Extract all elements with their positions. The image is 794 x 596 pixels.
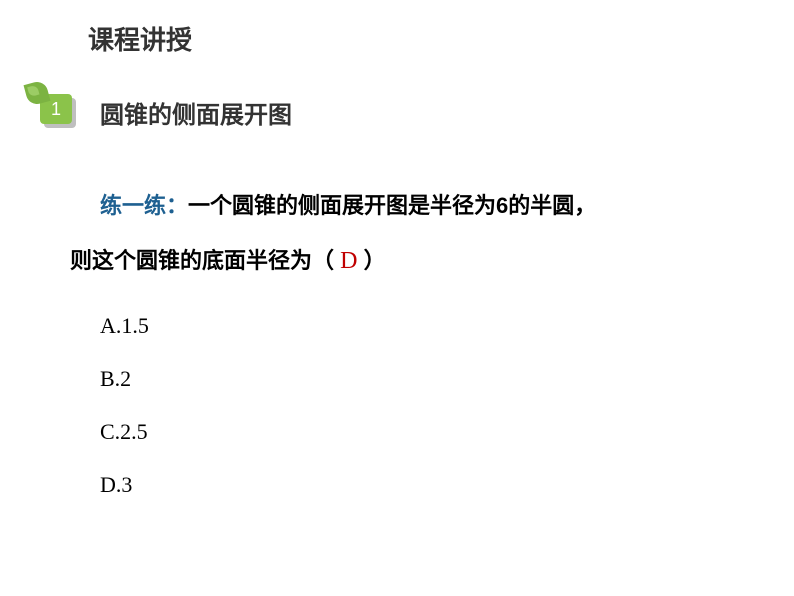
page-header-title: 课程讲授 — [88, 20, 192, 57]
question-text-line1: 一个圆锥的侧面展开图是半径为6的半圆， — [188, 193, 596, 218]
question-text-before: 则这个圆锥的底面半径为（ — [70, 248, 334, 273]
choice-c: C.2.5 — [100, 406, 730, 459]
choice-b: B.2 — [100, 353, 730, 406]
choice-d: D.3 — [100, 459, 730, 512]
practice-label: 练一练： — [100, 193, 188, 218]
answer-letter: D — [340, 248, 357, 274]
choice-a: A.1.5 — [100, 300, 730, 353]
question-line2: 则这个圆锥的底面半径为（ D ） — [70, 233, 730, 291]
question-block: 练一练：一个圆锥的侧面展开图是半径为6的半圆， 则这个圆锥的底面半径为（ D ）… — [70, 180, 730, 512]
question-text-after: ） — [364, 248, 386, 273]
question-line: 练一练：一个圆锥的侧面展开图是半径为6的半圆， — [70, 180, 730, 233]
section-title: 圆锥的侧面展开图 — [100, 95, 292, 130]
section-badge-container: 1 — [18, 90, 78, 134]
choices-list: A.1.5 B.2 C.2.5 D.3 — [100, 300, 730, 511]
